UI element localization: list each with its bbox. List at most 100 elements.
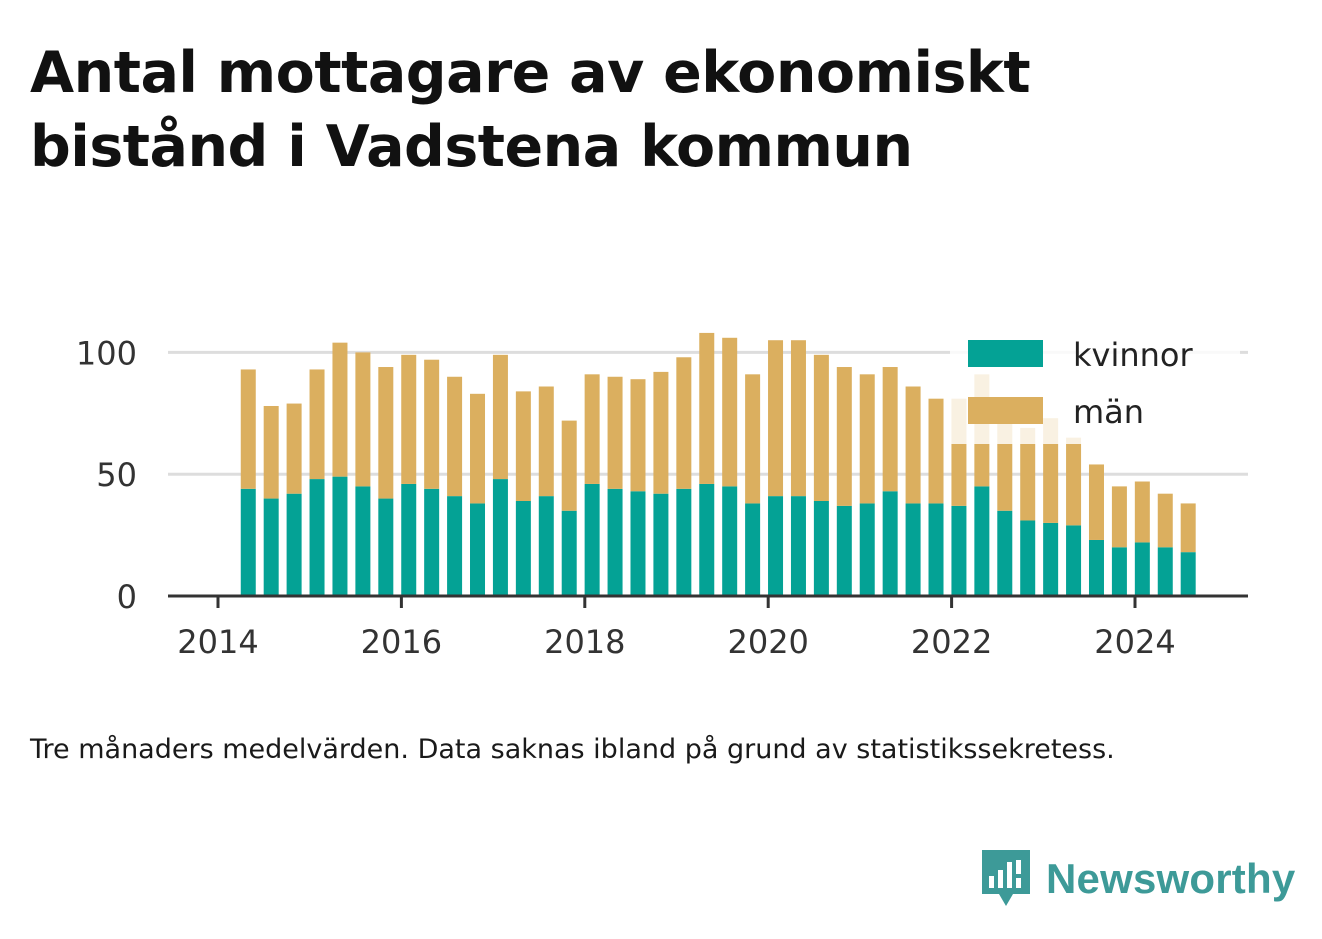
- bar-kvinnor: [813, 500, 829, 596]
- bar-kvinnor: [974, 486, 990, 596]
- bar-kvinnor: [1020, 520, 1036, 596]
- legend-swatch-man: [968, 397, 1043, 424]
- bar-kvinnor: [1157, 547, 1173, 596]
- bar-man: [1111, 486, 1127, 548]
- bar-man: [447, 376, 463, 497]
- bar-man: [699, 332, 715, 484]
- bar-man: [561, 420, 577, 511]
- bar-man: [607, 376, 623, 489]
- x-tick-label: 2024: [1094, 623, 1175, 661]
- bar-man: [492, 354, 508, 480]
- bar-man: [538, 386, 554, 497]
- y-tick-label: 0: [117, 578, 137, 616]
- bar-man: [813, 354, 829, 501]
- newsworthy-logo[interactable]: Newsworthy: [980, 848, 1295, 910]
- bar-man: [515, 391, 531, 501]
- bar-kvinnor: [286, 493, 302, 596]
- bar-man: [1020, 427, 1036, 521]
- bar-man: [584, 374, 600, 484]
- bar-man: [882, 367, 898, 492]
- bar-kvinnor: [447, 496, 463, 596]
- bar-kvinnor: [584, 483, 600, 596]
- newsworthy-wordmark: Newsworthy: [1046, 855, 1296, 902]
- bar-man: [768, 340, 784, 497]
- legend-label-man: män: [1073, 393, 1144, 431]
- bar-man: [1043, 418, 1059, 523]
- bar-man: [905, 386, 921, 504]
- bar-man: [401, 354, 417, 484]
- bar-kvinnor: [355, 486, 371, 596]
- x-tick-label: 2014: [177, 623, 258, 661]
- bar-kvinnor: [492, 479, 508, 596]
- bar-man: [1180, 503, 1196, 553]
- newsworthy-bar-chart-icon: [982, 850, 1030, 906]
- chart-footnote: Tre månaders medelvärden. Data saknas ib…: [30, 734, 1115, 765]
- bar-kvinnor: [768, 496, 784, 596]
- bar-kvinnor: [1134, 542, 1150, 596]
- bars: [240, 332, 1196, 596]
- bar-kvinnor: [515, 500, 531, 596]
- bar-kvinnor: [1111, 547, 1127, 596]
- bar-kvinnor: [332, 476, 348, 596]
- bar-man: [378, 367, 394, 499]
- bar-man: [790, 340, 806, 497]
- bar-man: [470, 393, 486, 504]
- bar-kvinnor: [401, 483, 417, 596]
- x-tick-label: 2020: [727, 623, 808, 661]
- bar-kvinnor: [538, 496, 554, 596]
- bar-kvinnor: [561, 510, 577, 596]
- bar-kvinnor: [607, 488, 623, 596]
- y-tick-label: 50: [96, 456, 137, 494]
- bar-kvinnor: [928, 503, 944, 596]
- bar-kvinnor: [676, 488, 692, 596]
- bar-kvinnor: [997, 510, 1013, 596]
- bar-kvinnor: [1088, 539, 1104, 596]
- bar-kvinnor: [1043, 522, 1059, 596]
- chart-title: Antal mottagare av ekonomiskt bistånd i …: [30, 40, 1031, 180]
- bar-kvinnor: [905, 503, 921, 596]
- bar-kvinnor: [1180, 552, 1196, 596]
- bar-man: [653, 371, 669, 494]
- bar-man: [928, 398, 944, 504]
- bar-man: [263, 405, 279, 499]
- bar-man: [676, 357, 692, 489]
- bar-kvinnor: [951, 505, 967, 596]
- legend: kvinnor män: [950, 326, 1240, 444]
- bar-kvinnor: [745, 503, 761, 596]
- bar-man: [240, 369, 256, 489]
- bar-man: [1157, 493, 1173, 548]
- bar-man: [836, 367, 852, 506]
- bar-kvinnor: [882, 491, 898, 596]
- legend-swatch-kvinnor: [968, 340, 1043, 367]
- axes: 0 50 100 2014 2016 2018 2020 2022 2024: [76, 334, 1248, 661]
- bar-man: [424, 359, 440, 489]
- bar-man: [332, 342, 348, 477]
- bar-kvinnor: [470, 503, 486, 596]
- bar-man: [309, 369, 325, 480]
- bar-man: [1066, 437, 1082, 526]
- bar-kvinnor: [240, 488, 256, 596]
- bar-kvinnor: [263, 498, 279, 596]
- bar-kvinnor: [836, 505, 852, 596]
- bar-kvinnor: [309, 479, 325, 596]
- legend-label-kvinnor: kvinnor: [1073, 336, 1194, 374]
- x-tick-label: 2018: [544, 623, 625, 661]
- bar-man: [722, 337, 738, 487]
- bar-kvinnor: [378, 498, 394, 596]
- bar-man: [630, 379, 646, 492]
- bar-man: [745, 374, 761, 504]
- bar-man: [286, 403, 302, 494]
- bar-man: [1088, 464, 1104, 540]
- bar-man: [1134, 481, 1150, 543]
- bar-kvinnor: [630, 491, 646, 596]
- bar-kvinnor: [699, 483, 715, 596]
- bar-kvinnor: [653, 493, 669, 596]
- x-tick-label: 2016: [361, 623, 442, 661]
- bar-kvinnor: [859, 503, 875, 596]
- bar-kvinnor: [722, 486, 738, 596]
- bar-kvinnor: [790, 496, 806, 596]
- bar-man: [355, 352, 371, 487]
- stacked-bar-chart: 0 50 100 2014 2016 2018 2020 2022 2024 kvinnor mä…: [75, 326, 1248, 661]
- x-tick-label: 2022: [911, 623, 992, 661]
- bar-kvinnor: [1066, 525, 1082, 596]
